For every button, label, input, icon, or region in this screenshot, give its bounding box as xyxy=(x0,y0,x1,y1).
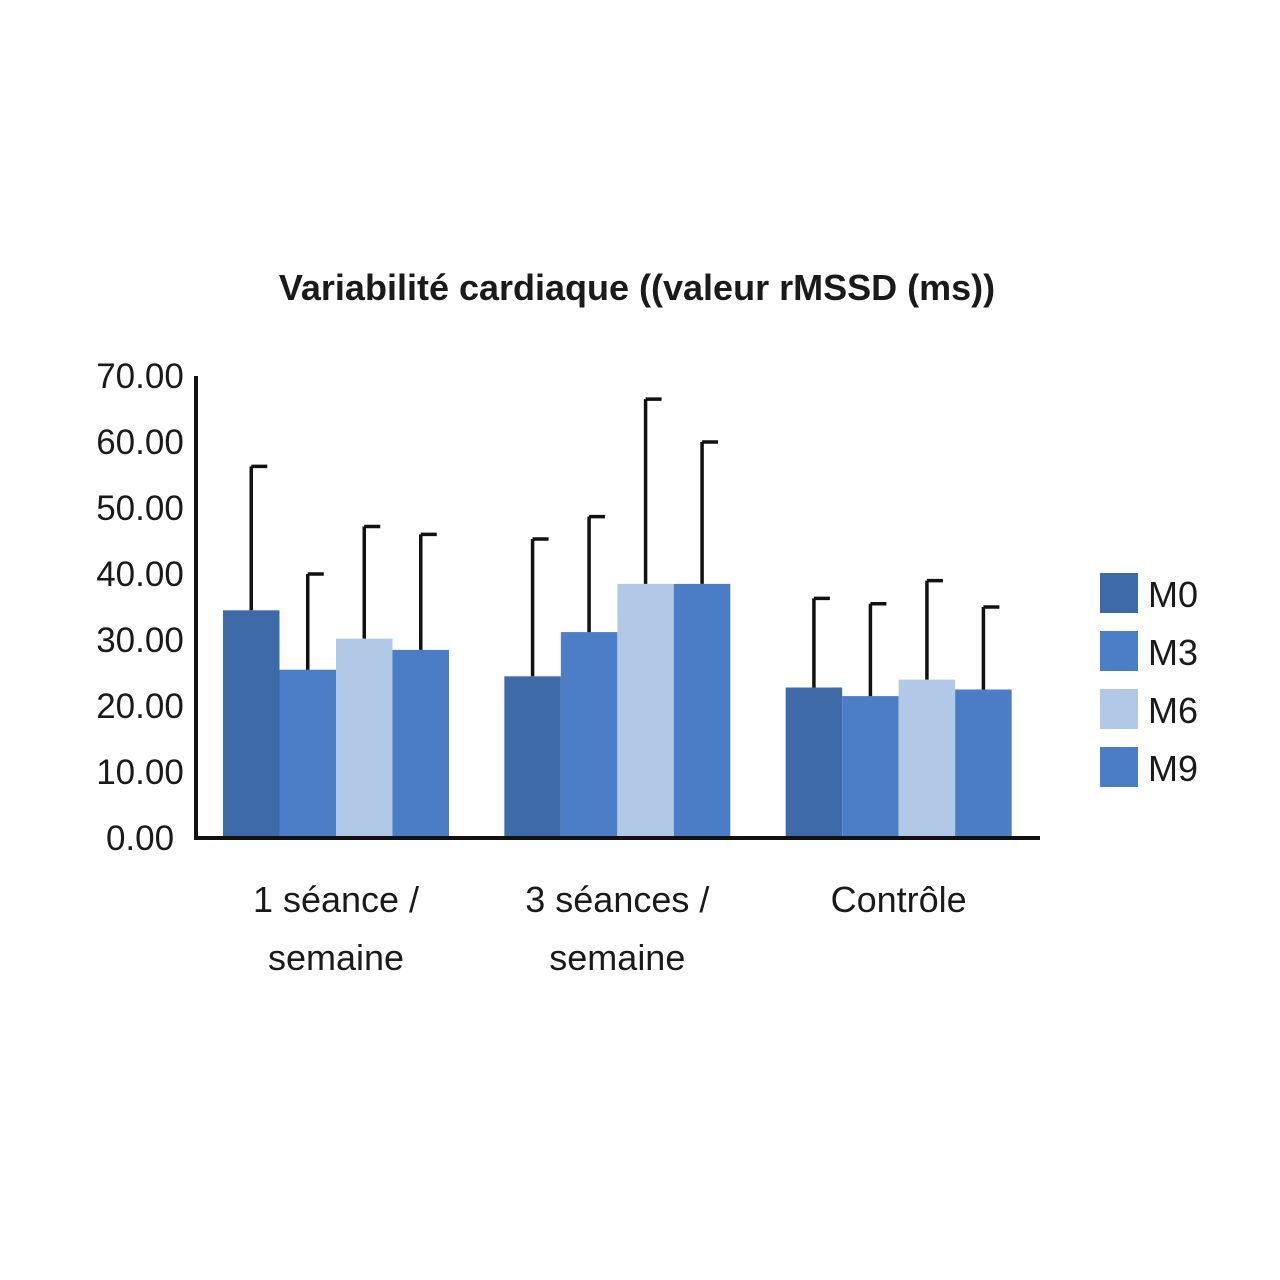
y-tick-label: 40.00 xyxy=(96,555,184,594)
legend-swatch-m3 xyxy=(1100,631,1138,671)
bar-m6-2 xyxy=(898,679,956,838)
bar-m0-1 xyxy=(504,676,561,838)
y-tick-label: 0.00 xyxy=(106,819,174,858)
legend-label-m6: M6 xyxy=(1148,690,1198,731)
chart-title: Variabilité cardiaque ((valeur rMSSD (ms… xyxy=(279,267,995,308)
y-tick-label: 10.00 xyxy=(96,753,184,792)
legend-swatch-m6 xyxy=(1100,689,1138,729)
x-category-label: Contrôle xyxy=(831,879,967,920)
x-category-label: semaine xyxy=(549,937,685,978)
bar-m3-2 xyxy=(842,696,899,838)
y-tick-label: 60.00 xyxy=(96,423,184,462)
y-tick-label: 30.00 xyxy=(96,621,184,660)
legend-label-m0: M0 xyxy=(1148,574,1198,615)
y-axis-ticks: 0.00 10.00 20.00 30.00 40.00 50.00 60.00 70.00 xyxy=(96,357,184,858)
bar-m3-0 xyxy=(279,669,336,838)
y-tick-label: 70.00 xyxy=(96,357,184,396)
error-bars xyxy=(249,397,1000,697)
bar-m3-1 xyxy=(560,632,618,838)
x-category-label: 1 séance / xyxy=(253,879,419,920)
legend-swatch-m0 xyxy=(1100,573,1138,613)
bars xyxy=(223,583,1012,838)
bar-m9-0 xyxy=(392,649,449,838)
x-category-label: semaine xyxy=(268,937,404,978)
bar-m9-2 xyxy=(955,689,1012,838)
bar-m6-0 xyxy=(336,638,393,838)
y-tick-label: 50.00 xyxy=(96,489,184,528)
legend-label-m9: M9 xyxy=(1148,748,1198,789)
axes xyxy=(194,376,1040,840)
bar-m0-0 xyxy=(223,610,280,838)
x-axis-category-labels: 1 séance / semaine 3 séances / semaine Contr… xyxy=(253,879,967,978)
legend-swatch-m9 xyxy=(1100,747,1138,787)
bar-m6-1 xyxy=(617,583,674,838)
bar-m9-1 xyxy=(673,583,731,838)
y-tick-label: 20.00 xyxy=(96,687,184,726)
legend-label-m3: M3 xyxy=(1148,632,1198,673)
x-category-label: 3 séances / xyxy=(525,879,709,920)
bar-m0-2 xyxy=(785,687,843,838)
legend: M0 M3 M6 M9 xyxy=(1100,573,1198,789)
